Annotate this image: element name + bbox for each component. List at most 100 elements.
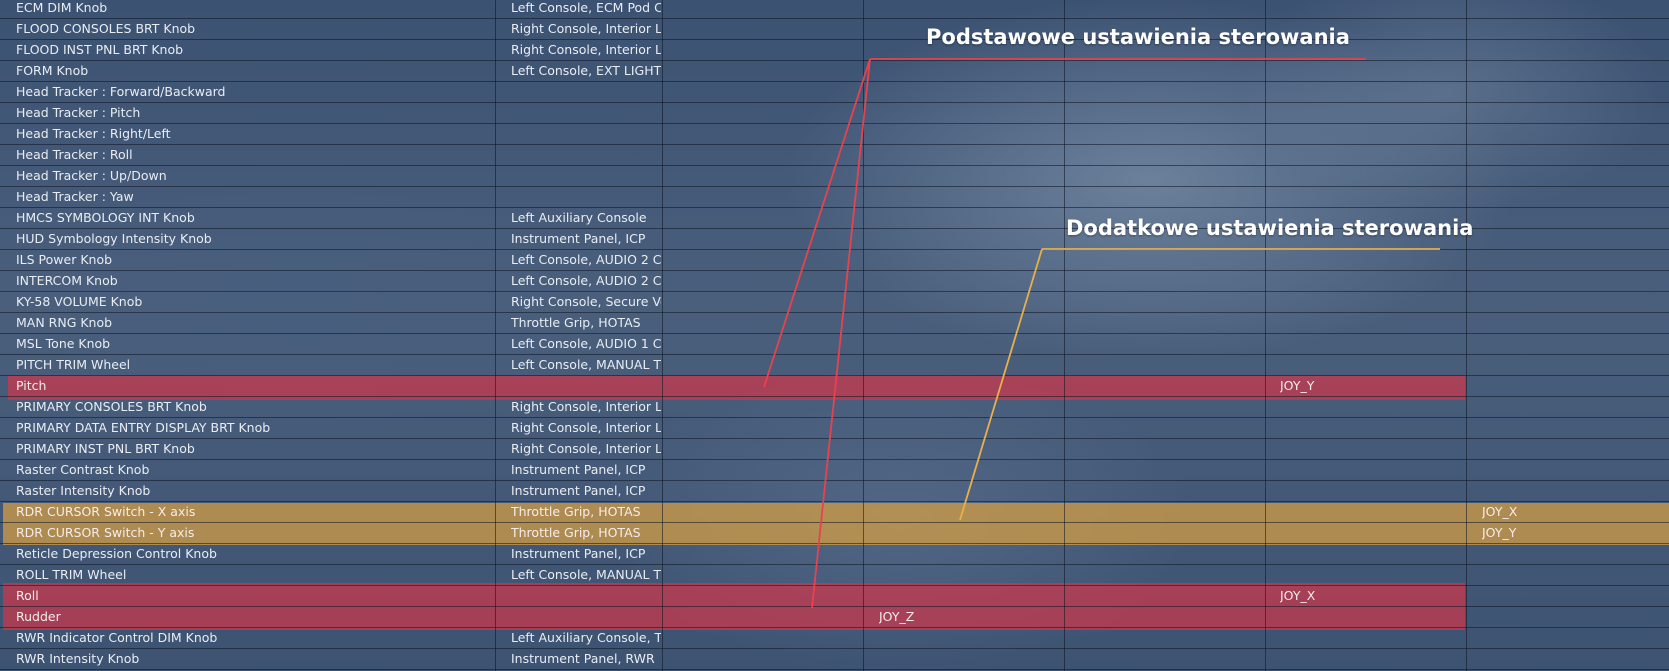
binding-cell[interactable]: JOY_X [1482,504,1518,519]
table-row[interactable]: PRIMARY DATA ENTRY DISPLAY BRT Knob Right… [0,418,1669,439]
column-divider [662,0,663,671]
table-row[interactable]: Raster Contrast Knob Instrument Panel, IC… [0,460,1669,481]
control-name-cell: HMCS SYMBOLOGY INT Knob [16,210,195,225]
control-name-cell: FLOOD INST PNL BRT Knob [16,42,184,57]
table-row[interactable]: RWR Intensity Knob Instrument Panel, RWR [0,649,1669,670]
control-category-cell[interactable]: Right Console, Interior LIG [511,441,661,456]
control-category-cell[interactable]: Right Console, Interior LIG [511,42,661,57]
control-name-cell: PITCH TRIM Wheel [16,357,131,372]
table-row[interactable]: ILS Power Knob Left Console, AUDIO 2 Co [0,250,1669,271]
table-row[interactable]: ECM DIM Knob Left Console, ECM Pod Co [0,0,1669,19]
column-divider [1064,0,1065,671]
table-row[interactable]: RDR CURSOR Switch - Y axis Throttle Grip,… [0,523,1669,544]
binding-cell[interactable]: JOY_Y [1280,378,1315,393]
column-divider [1265,0,1266,671]
additional-callout-leader [959,248,1440,521]
basic-leader-to-pitch [763,58,871,388]
control-name-cell: HUD Symbology Intensity Knob [16,231,212,246]
table-row[interactable]: Rudder JOY_Z [0,607,1669,628]
control-name-cell: Head Tracker : Up/Down [16,168,167,183]
control-category-cell[interactable]: Right Console, Interior LIG [511,420,661,435]
control-category-cell[interactable]: Throttle Grip, HOTAS [511,525,641,540]
basic-controls-callout: Podstawowe ustawienia sterowania [926,25,1350,49]
control-name-cell: FLOOD CONSOLES BRT Knob [16,21,196,36]
table-row[interactable]: Head Tracker : Yaw [0,187,1669,208]
control-name-cell: INTERCOM Knob [16,273,118,288]
column-divider [863,0,864,671]
table-row[interactable]: Roll JOY_X [0,586,1669,607]
control-category-cell[interactable]: Throttle Grip, HOTAS [511,315,641,330]
control-name-cell: RDR CURSOR Switch - Y axis [16,525,195,540]
control-name-cell: RWR Indicator Control DIM Knob [16,630,218,645]
table-row[interactable]: FLOOD CONSOLES BRT Knob Right Console, In… [0,19,1669,40]
control-name-cell: KY-58 VOLUME Knob [16,294,143,309]
control-name-cell: Raster Contrast Knob [16,462,150,477]
table-row[interactable]: ROLL TRIM Wheel Left Console, MANUAL TR [0,565,1669,586]
binding-cell[interactable]: JOY_Z [879,609,915,624]
control-name-cell: Raster Intensity Knob [16,483,151,498]
control-name-cell: Head Tracker : Yaw [16,189,134,204]
control-category-cell[interactable]: Left Auxiliary Console, TH [511,630,661,645]
table-row[interactable]: Head Tracker : Roll [0,145,1669,166]
table-row[interactable]: MSL Tone Knob Left Console, AUDIO 1 Co [0,334,1669,355]
control-name-cell: PRIMARY INST PNL BRT Knob [16,441,195,456]
control-category-cell[interactable]: Left Console, AUDIO 2 Co [511,252,661,267]
table-row[interactable]: Head Tracker : Right/Left [0,124,1669,145]
column-divider [495,0,496,671]
table-row[interactable]: Reticle Depression Control Knob Instrumen… [0,544,1669,565]
control-category-cell[interactable]: Left Auxiliary Console [511,210,647,225]
control-category-cell[interactable]: Instrument Panel, ICP [511,231,646,246]
control-name-cell: Roll [16,588,39,603]
control-name-cell: Head Tracker : Roll [16,147,133,162]
binding-cell[interactable]: JOY_X [1280,588,1316,603]
control-category-cell[interactable]: Right Console, Secure Voi [511,294,661,309]
control-name-cell: Rudder [16,609,61,624]
control-name-cell: Head Tracker : Right/Left [16,126,171,141]
table-row[interactable]: PRIMARY INST PNL BRT Knob Right Console, … [0,439,1669,460]
control-name-cell: ROLL TRIM Wheel [16,567,127,582]
table-row[interactable]: HUD Symbology Intensity Knob Instrument P… [0,229,1669,250]
table-row[interactable]: Raster Intensity Knob Instrument Panel, I… [0,481,1669,502]
control-name-cell: RDR CURSOR Switch - X axis [16,504,196,519]
table-row[interactable]: RWR Indicator Control DIM Knob Left Auxil… [0,628,1669,649]
control-category-cell[interactable]: Instrument Panel, RWR [511,651,655,666]
highlight-rdr-cursor [3,503,1669,545]
control-category-cell[interactable]: Left Console, ECM Pod Co [511,0,661,15]
table-row[interactable]: INTERCOM Knob Left Console, AUDIO 2 Co [0,271,1669,292]
table-row[interactable]: Head Tracker : Up/Down [0,166,1669,187]
table-row[interactable]: Head Tracker : Forward/Backward [0,82,1669,103]
basic-leader-to-roll [811,58,871,609]
additional-controls-callout: Dodatkowe ustawienia sterowania [1066,216,1474,240]
table-row[interactable]: PITCH TRIM Wheel Left Console, MANUAL TR [0,355,1669,376]
table-row[interactable]: FORM Knob Left Console, EXT LIGHTIN [0,61,1669,82]
control-name-cell: ILS Power Knob [16,252,113,267]
table-row[interactable]: RDR CURSOR Switch - X axis Throttle Grip,… [0,502,1669,523]
control-category-cell[interactable]: Throttle Grip, HOTAS [511,504,641,519]
control-category-cell[interactable]: Left Console, MANUAL TR [511,357,661,372]
control-name-cell: Head Tracker : Pitch [16,105,141,120]
control-category-cell[interactable]: Right Console, Interior LIG [511,21,661,36]
control-name-cell: PRIMARY DATA ENTRY DISPLAY BRT Knob [16,420,271,435]
control-category-cell[interactable]: Left Console, AUDIO 1 Co [511,336,661,351]
control-name-cell: RWR Intensity Knob [16,651,140,666]
control-name-cell: PRIMARY CONSOLES BRT Knob [16,399,207,414]
control-category-cell[interactable]: Left Console, EXT LIGHTIN [511,63,661,78]
table-row[interactable]: HMCS SYMBOLOGY INT Knob Left Auxiliary Co… [0,208,1669,229]
control-category-cell[interactable]: Right Console, Interior LIG [511,399,661,414]
table-row[interactable]: KY-58 VOLUME Knob Right Console, Secure V… [0,292,1669,313]
table-row[interactable]: MAN RNG Knob Throttle Grip, HOTAS [0,313,1669,334]
binding-cell[interactable]: JOY_Y [1482,525,1517,540]
control-category-cell[interactable]: Left Console, MANUAL TR [511,567,661,582]
control-name-cell: Pitch [16,378,47,393]
control-category-cell[interactable]: Instrument Panel, ICP [511,483,646,498]
table-row[interactable]: FLOOD INST PNL BRT Knob Right Console, In… [0,40,1669,61]
control-category-cell[interactable]: Instrument Panel, ICP [511,462,646,477]
column-divider [1466,0,1467,671]
control-name-cell: MAN RNG Knob [16,315,113,330]
control-category-cell[interactable]: Left Console, AUDIO 2 Co [511,273,661,288]
table-row[interactable]: Head Tracker : Pitch [0,103,1669,124]
control-category-cell[interactable]: Instrument Panel, ICP [511,546,646,561]
table-row[interactable]: PRIMARY CONSOLES BRT Knob Right Console, … [0,397,1669,418]
